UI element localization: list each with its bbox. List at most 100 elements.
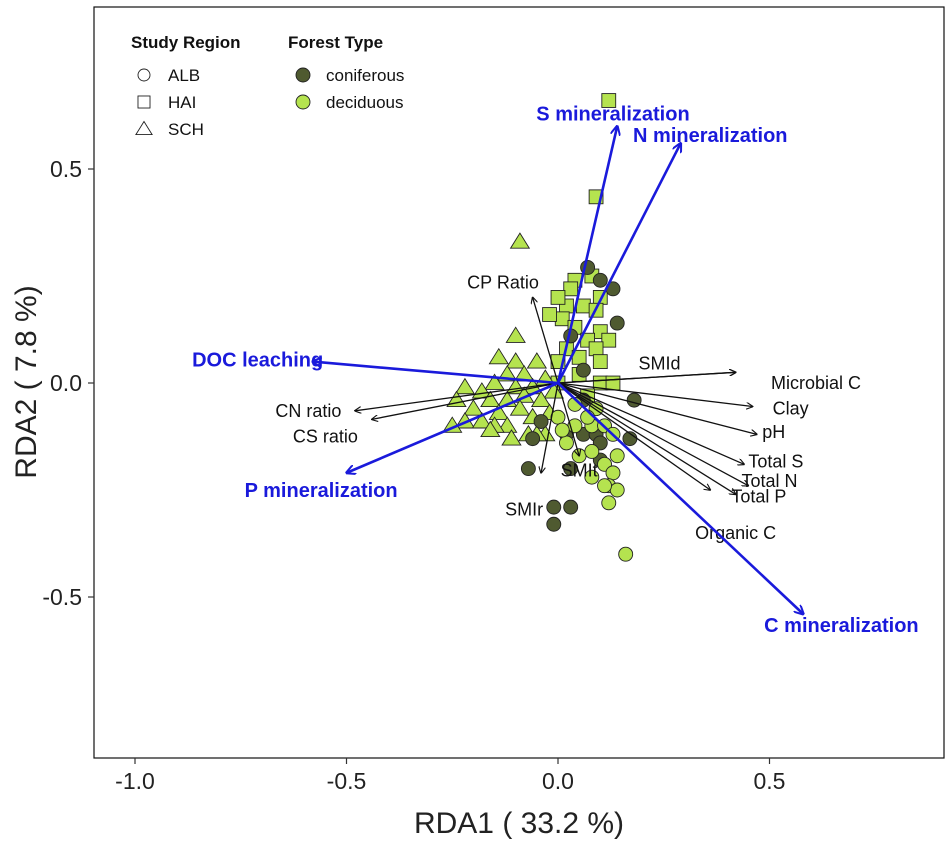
- data-point-circle-deciduous: [609, 448, 625, 464]
- data-point-circle-deciduous: [605, 465, 621, 481]
- data-point-triangle-deciduous: [526, 352, 548, 369]
- data-point-square-deciduous: [605, 375, 621, 391]
- explanatory-arrow-label: Total S: [748, 451, 803, 471]
- data-point-circle-coniferous: [546, 499, 562, 515]
- legend-forest-label: coniferous: [326, 66, 404, 85]
- explanatory-arrow-label: Clay: [773, 399, 809, 419]
- explanatory-arrow: [557, 382, 736, 494]
- data-point-circle-deciduous: [609, 482, 625, 498]
- legend-forest-label: deciduous: [326, 93, 404, 112]
- explanatory-arrow: [557, 382, 579, 456]
- data-point-square-deciduous: [542, 307, 557, 322]
- explanatory-arrow-label: pH: [762, 422, 785, 442]
- data-point-circle-coniferous: [563, 499, 579, 515]
- legend-region-label: ALB: [168, 66, 200, 85]
- data-point-triangle-deciduous: [543, 382, 564, 399]
- data-point-square-deciduous: [575, 298, 591, 314]
- data-point-circle-coniferous: [525, 431, 541, 447]
- response-arrow: [556, 126, 617, 384]
- explanatory-arrow-label: SMId: [639, 354, 681, 374]
- response-arrow: [347, 381, 559, 473]
- data-point-circle-deciduous: [601, 495, 617, 511]
- data-point-circle-deciduous: [584, 444, 600, 459]
- legend-deciduous-swatch: [295, 94, 311, 110]
- explanatory-arrow-label: SMIr: [505, 499, 543, 519]
- y-tick-label: 0.0: [50, 370, 82, 396]
- data-point-square-deciduous: [601, 93, 617, 108]
- data-point-triangle-deciduous: [463, 399, 484, 416]
- explanatory-arrow: [557, 382, 710, 490]
- data-point-triangle-deciduous: [484, 373, 505, 390]
- data-point-triangle-deciduous: [480, 420, 501, 437]
- data-point-triangle-deciduous: [505, 326, 526, 343]
- plot-panel: [93, 6, 945, 759]
- data-point-circle-coniferous: [626, 392, 642, 408]
- y-tick-label: 0.5: [50, 156, 82, 182]
- data-point-square-deciduous: [592, 354, 608, 369]
- explanatory-arrow: [557, 382, 744, 464]
- explanatory-arrow: [557, 382, 757, 434]
- data-point-square-deciduous: [550, 290, 566, 305]
- data-point-triangle-deciduous: [505, 352, 526, 369]
- response-arrow: [313, 362, 559, 385]
- response-arrow: [557, 382, 803, 614]
- data-point-square-deciduous: [601, 332, 617, 348]
- legend-coniferous-swatch: [295, 67, 311, 83]
- explanatory-arrow-label: CS ratio: [293, 427, 358, 447]
- data-point-circle-deciduous: [597, 478, 612, 494]
- legend-region-label: SCH: [168, 120, 204, 139]
- data-point-triangle-deciduous: [446, 390, 467, 408]
- data-point-triangle-deciduous: [471, 412, 493, 429]
- data-point-circle-coniferous: [546, 516, 562, 532]
- data-point-circle-coniferous: [563, 461, 579, 477]
- x-tick-label: -0.5: [327, 768, 367, 794]
- explanatory-arrow: [541, 382, 559, 473]
- data-point-triangle-deciduous: [488, 403, 509, 420]
- y-axis-title: RDA2 ( 7.8 %): [10, 285, 43, 478]
- data-point-triangle-deciduous: [497, 416, 518, 433]
- data-point-triangle-deciduous: [488, 347, 509, 365]
- y-tick-label: -0.5: [42, 584, 82, 610]
- legend-region-label: HAI: [168, 93, 196, 112]
- data-point-square-deciduous: [563, 281, 579, 297]
- response-arrow-label: S mineralization: [536, 103, 689, 125]
- explanatory-arrow-label: SMIt: [561, 461, 598, 481]
- data-point-triangle-deciduous: [509, 399, 531, 416]
- legend-circle-icon: [137, 68, 151, 82]
- explanatory-arrow: [557, 382, 753, 407]
- legend-title-forest: Forest Type: [288, 33, 383, 52]
- data-point-circle-coniferous: [609, 315, 625, 331]
- response-arrow: [556, 143, 681, 384]
- x-tick-label: -1.0: [115, 768, 155, 794]
- data-point-triangle-deciduous: [501, 429, 522, 446]
- explanatory-arrow: [533, 297, 559, 384]
- data-point-circle-deciduous: [559, 435, 574, 451]
- x-axis-title: RDA1 ( 33.2 %): [414, 807, 624, 840]
- x-tick-label: 0.5: [754, 768, 786, 794]
- sample-points: [442, 93, 642, 562]
- data-point-circle-coniferous: [520, 461, 536, 477]
- y-axis: 0.5 0.0 -0.5: [42, 156, 94, 610]
- explanatory-arrow-label: Total P: [731, 486, 786, 506]
- explanatory-arrow: [372, 382, 559, 419]
- data-point-triangle-deciduous: [509, 232, 531, 249]
- data-point-triangle-deciduous: [480, 390, 501, 408]
- explanatory-arrow-label: Microbial C: [771, 373, 861, 393]
- legend: Study Region Forest Type ALB HAI SCH conif…: [131, 33, 404, 139]
- legend-square-icon: [137, 95, 151, 109]
- response-arrow-label: DOC leaching: [192, 349, 323, 371]
- data-point-circle-deciduous: [554, 422, 570, 438]
- x-axis: -1.0 -0.5 0.0 0.5: [115, 758, 785, 794]
- data-point-triangle-deciduous: [530, 390, 552, 408]
- explanatory-arrow: [355, 382, 559, 411]
- explanatory-arrow-label: CP Ratio: [467, 272, 539, 292]
- x-tick-label: 0.0: [542, 768, 574, 794]
- data-point-circle-deciduous: [618, 546, 634, 562]
- explanatory-arrow: [557, 372, 736, 384]
- explanatory-arrow-label: Total N: [741, 471, 797, 491]
- legend-triangle-icon: [135, 120, 153, 136]
- data-point-triangle-deciduous: [454, 377, 476, 395]
- explanatory-arrow-label: CN ratio: [275, 401, 341, 421]
